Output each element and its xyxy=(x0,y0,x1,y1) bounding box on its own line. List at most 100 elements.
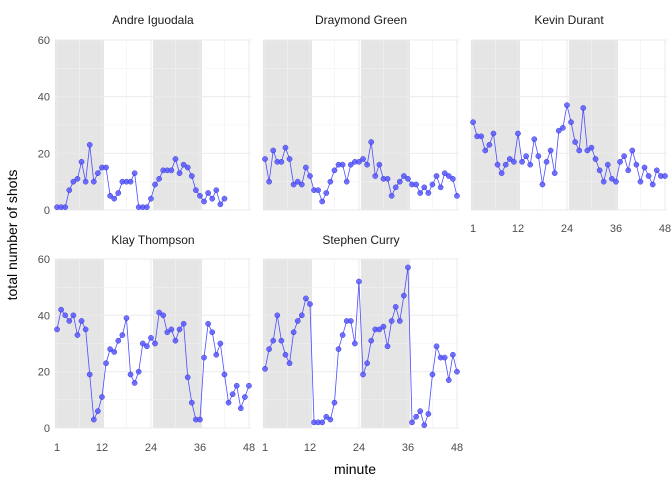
data-point xyxy=(148,195,154,202)
data-point xyxy=(327,416,334,423)
data-point xyxy=(193,187,199,194)
facet-title: Stephen Curry xyxy=(322,233,399,247)
data-point xyxy=(445,377,452,383)
data-point xyxy=(392,184,399,191)
x-tick-label: 48 xyxy=(659,223,671,235)
data-point xyxy=(621,153,627,160)
data-point xyxy=(551,170,558,177)
data-point xyxy=(450,175,456,182)
data-point xyxy=(168,326,175,333)
data-point xyxy=(494,161,501,168)
data-point xyxy=(266,346,272,352)
data-point xyxy=(592,156,599,162)
data-point xyxy=(294,318,301,324)
data-point xyxy=(201,198,207,205)
facet-panel: Andre Iguodala 0 20 40 60 xyxy=(38,13,251,217)
data-point xyxy=(225,399,232,406)
data-point xyxy=(229,391,236,398)
data-point xyxy=(188,173,195,179)
x-tick-label: 12 xyxy=(304,442,316,454)
data-point xyxy=(294,178,301,185)
data-point xyxy=(286,156,293,162)
y-tick-label: 20 xyxy=(38,367,50,379)
data-point xyxy=(502,161,509,168)
data-point xyxy=(429,371,436,378)
y-tick-label: 20 xyxy=(38,148,50,160)
data-point xyxy=(421,422,428,429)
data-point xyxy=(152,181,158,188)
data-point xyxy=(425,411,432,417)
y-tick-label: 60 xyxy=(38,35,50,47)
data-point xyxy=(584,147,591,154)
y-tick-label: 60 xyxy=(38,254,50,266)
y-axis-title: total number of shots xyxy=(4,170,20,301)
data-point xyxy=(368,139,375,145)
data-point xyxy=(372,173,379,179)
data-point xyxy=(339,332,346,338)
data-point xyxy=(356,278,362,285)
data-point xyxy=(286,360,293,367)
y-tick-label: 40 xyxy=(38,92,50,104)
x-tick-label: 48 xyxy=(243,442,255,454)
x-axis-title: minute xyxy=(334,461,376,477)
data-point xyxy=(131,170,138,177)
data-point xyxy=(360,371,366,378)
data-point xyxy=(111,349,118,355)
data-point xyxy=(429,181,436,188)
data-point xyxy=(437,184,444,191)
data-point xyxy=(144,343,150,350)
data-point xyxy=(596,167,603,174)
data-point xyxy=(148,335,154,341)
data-point xyxy=(270,337,277,344)
data-point xyxy=(184,374,191,381)
data-point xyxy=(172,156,179,162)
data-point xyxy=(347,161,354,168)
data-point xyxy=(127,371,134,378)
data-point xyxy=(233,382,240,389)
data-point xyxy=(600,178,607,185)
data-point xyxy=(613,178,619,185)
data-point xyxy=(347,318,354,324)
x-tick-label: 24 xyxy=(145,442,157,454)
data-point xyxy=(352,340,358,347)
data-point xyxy=(417,408,424,414)
data-point xyxy=(425,190,432,196)
x-tick-label: 12 xyxy=(96,442,108,454)
data-point xyxy=(184,164,191,171)
data-point xyxy=(298,181,305,188)
data-point xyxy=(413,413,419,420)
data-point xyxy=(74,175,81,182)
data-point xyxy=(82,326,89,333)
data-point xyxy=(103,360,109,367)
data-point xyxy=(119,332,126,338)
facet-panel: Klay Thompson 0 20 40 60 1 12 24 36 48 xyxy=(38,233,255,454)
data-point xyxy=(95,408,101,414)
data-point xyxy=(392,304,399,310)
data-point xyxy=(315,187,321,194)
data-point xyxy=(74,332,81,338)
data-point xyxy=(70,178,77,185)
y-tick-label: 40 xyxy=(38,310,50,322)
data-point xyxy=(617,158,623,165)
x-tick-label: 24 xyxy=(561,223,573,235)
data-point xyxy=(66,187,73,194)
data-point xyxy=(364,360,370,367)
data-point xyxy=(160,312,167,319)
data-point xyxy=(604,161,611,168)
data-point xyxy=(62,204,69,211)
x-tick-label: 36 xyxy=(610,223,622,235)
data-point xyxy=(401,292,407,299)
data-point xyxy=(441,354,448,361)
data-point xyxy=(90,178,97,185)
data-point xyxy=(205,320,211,327)
data-point xyxy=(107,192,113,199)
data-point xyxy=(152,340,158,347)
facet-title: Draymond Green xyxy=(315,13,407,27)
data-point xyxy=(135,368,142,375)
data-point xyxy=(331,399,338,406)
facet-title: Andre Iguodala xyxy=(112,13,194,27)
data-point xyxy=(343,178,350,185)
data-point xyxy=(339,161,346,168)
data-point xyxy=(609,175,615,182)
